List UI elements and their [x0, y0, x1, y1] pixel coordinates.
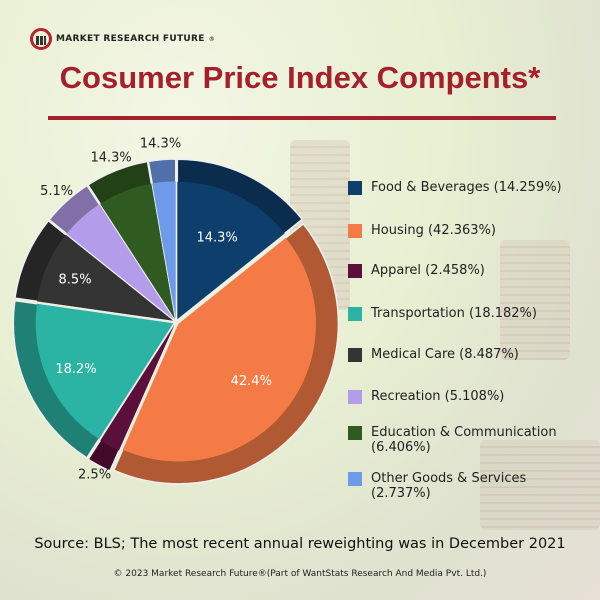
legend-swatch	[348, 224, 362, 238]
chart-title: Cosumer Price Index Compents*	[59, 60, 541, 95]
legend-item: Other Goods & Services (2.737%)	[348, 471, 576, 501]
legend-swatch	[348, 307, 362, 321]
legend-swatch	[348, 264, 362, 278]
legend-item: Food & Beverages (14.259%)	[348, 180, 576, 195]
data-label: 14.3%	[140, 137, 181, 152]
legend-item: Housing (42.363%)	[348, 223, 576, 238]
data-label: 14.3%	[90, 150, 131, 165]
legend-item: Recreation (5.108%)	[348, 389, 576, 404]
legend-swatch	[348, 426, 362, 440]
brand-reg: ®	[208, 35, 215, 43]
pie-slice-face	[152, 181, 176, 320]
legend-label: Medical Care (8.487%)	[371, 347, 519, 362]
brand-logo: MARKET RESEARCH FUTURE ®	[30, 28, 215, 50]
pie-slice-face	[35, 303, 174, 440]
legend-label: Education & Communication (6.406%)	[371, 425, 557, 455]
legend-label: Housing (42.363%)	[371, 223, 496, 238]
legend-item: Transportation (18.182%)	[348, 306, 576, 321]
legend-label: Food & Beverages (14.259%)	[371, 180, 562, 195]
legend-swatch	[348, 472, 362, 486]
data-label: 14.3%	[196, 230, 237, 245]
data-label: 42.4%	[231, 374, 272, 389]
pie-slice-face	[100, 324, 175, 451]
title-underline	[48, 116, 556, 120]
pie-slice-face	[100, 183, 175, 320]
legend-label: Transportation (18.182%)	[371, 306, 537, 321]
logo-icon	[30, 28, 52, 50]
copyright: © 2023 Market Research Future®(Part of W…	[113, 569, 487, 579]
coin-stack-background	[500, 240, 570, 360]
legend-item: Education & Communication (6.406%)	[348, 425, 576, 455]
legend-item: Medical Care (8.487%)	[348, 347, 576, 362]
source-note: Source: BLS; The most recent annual rewe…	[34, 536, 566, 552]
data-label: 5.1%	[40, 184, 73, 199]
pie-slice-face	[177, 181, 285, 320]
brand-name: MARKET RESEARCH FUTURE	[56, 34, 205, 44]
legend-swatch	[348, 181, 362, 195]
pie-slice-face	[66, 204, 174, 320]
pie-slice-face	[37, 234, 174, 321]
legend-label: Other Goods & Services (2.737%)	[371, 471, 527, 501]
data-label: 8.5%	[59, 272, 92, 287]
data-label: 18.2%	[55, 362, 96, 377]
legend-label: Recreation (5.108%)	[371, 389, 505, 404]
legend-item: Apparel (2.458%)	[348, 263, 576, 278]
coin-stack-background	[480, 440, 600, 530]
legend-swatch	[348, 348, 362, 362]
legend-swatch	[348, 390, 362, 404]
data-label: 2.5%	[78, 467, 111, 482]
legend-label: Apparel (2.458%)	[371, 263, 485, 278]
pie-slice-face	[122, 237, 316, 462]
